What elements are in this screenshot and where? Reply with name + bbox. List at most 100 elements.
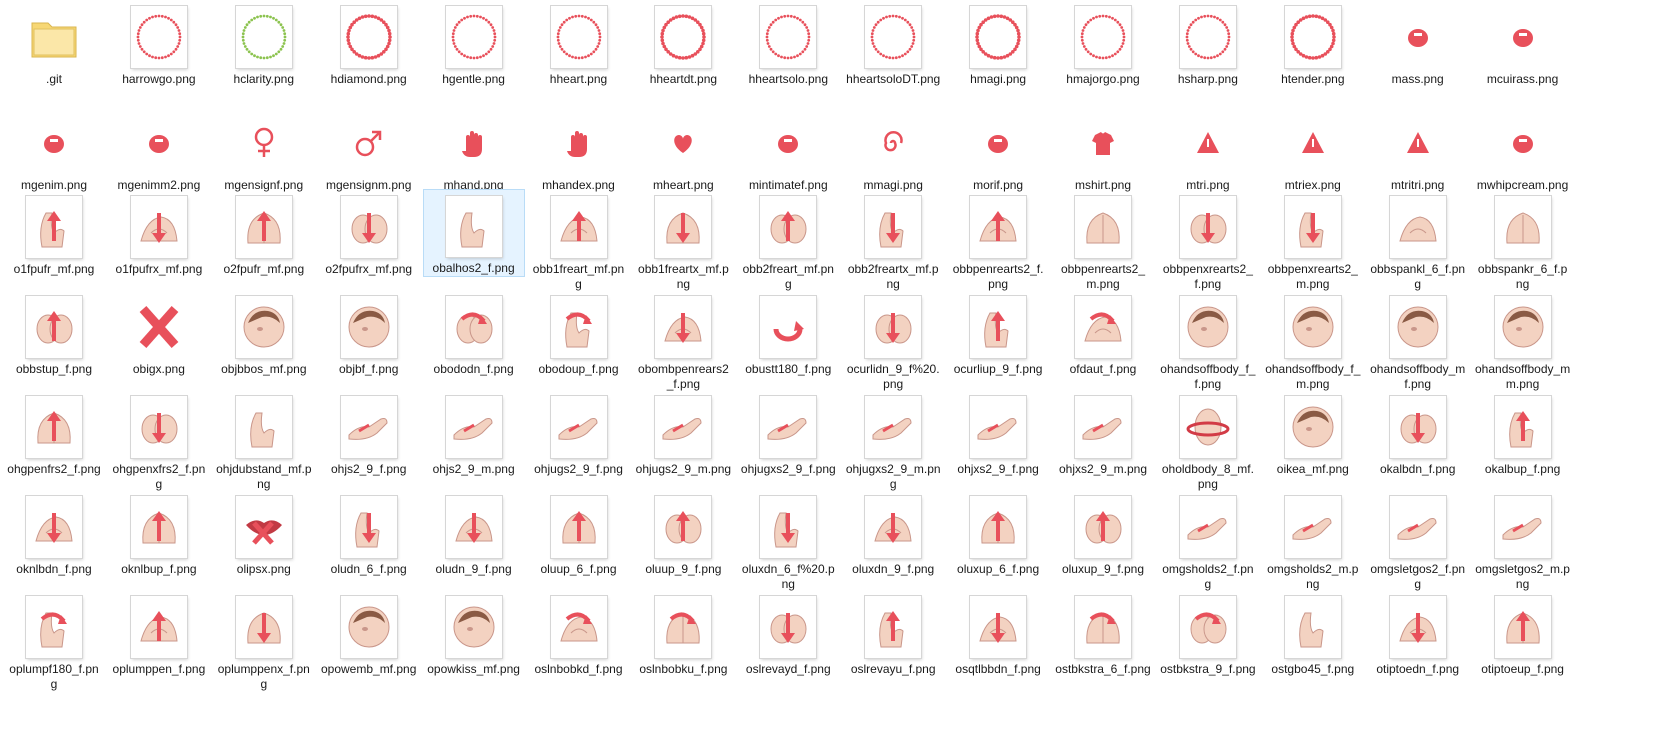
file-item-ohgpenxfrs2-f-png[interactable]: ohgpenxfrs2_f.png (109, 390, 209, 492)
file-item-ohjugxs2-9-f-png[interactable]: ohjugxs2_9_f.png (738, 390, 838, 477)
file-item-mtriex-png[interactable]: mtriex.png (1263, 106, 1363, 193)
file-item-mhand-png[interactable]: mhand.png (424, 106, 524, 193)
file-item-morif-png[interactable]: morif.png (948, 106, 1048, 193)
file-item-hgentle-png[interactable]: hgentle.png (424, 0, 524, 87)
file-item-omgsletgos2-m-png[interactable]: omgsletgos2_m.png (1473, 490, 1573, 592)
file-item-mwhipcream-png[interactable]: mwhipcream.png (1473, 106, 1573, 193)
file-item-ostbkstra-9-f-png[interactable]: ostbkstra_9_f.png (1158, 590, 1258, 677)
file-item-obbpenrearts2-m-png[interactable]: obbpenrearts2_m.png (1053, 190, 1153, 292)
file-item-ocurlidn-9-f-20-png[interactable]: ocurlidn_9_f%20.png (843, 290, 943, 392)
file-item-omgsholds2-f-png[interactable]: omgsholds2_f.png (1158, 490, 1258, 592)
file-item-ohandsoffbody-mm-png[interactable]: ohandsoffbody_mm.png (1473, 290, 1573, 392)
file-item-oslrevayu-f-png[interactable]: oslrevayu_f.png (843, 590, 943, 677)
file-item-obododn-f-png[interactable]: obododn_f.png (424, 290, 524, 377)
file-item-obbpenrearts2-f-png[interactable]: obbpenrearts2_f.png (948, 190, 1048, 292)
file-item-oslnbobku-f-png[interactable]: oslnbobku_f.png (633, 590, 733, 677)
file-item-obb2freart-mf-png[interactable]: obb2freart_mf.png (738, 190, 838, 292)
file-item-harrowgo-png[interactable]: harrowgo.png (109, 0, 209, 87)
file-item-ohandsoffbody-mf-png[interactable]: ohandsoffbody_mf.png (1368, 290, 1468, 392)
file-item-mass-png[interactable]: mass.png (1368, 0, 1468, 87)
file-item-ohgpenfrs2-f-png[interactable]: ohgpenfrs2_f.png (4, 390, 104, 477)
file-item-obigx-png[interactable]: obigx.png (109, 290, 209, 377)
file-item-hclarity-png[interactable]: hclarity.png (214, 0, 314, 87)
file-item-mtri-png[interactable]: mtri.png (1158, 106, 1258, 193)
file-item-mcuirass-png[interactable]: mcuirass.png (1473, 0, 1573, 87)
file-item-okalbup-f-png[interactable]: okalbup_f.png (1473, 390, 1573, 477)
file-item-obbspankl-6-f-png[interactable]: obbspankl_6_f.png (1368, 190, 1468, 292)
file-item-obalhos2-f-png[interactable]: obalhos2_f.png (422, 189, 525, 277)
file-item-omgsholds2-m-png[interactable]: omgsholds2_m.png (1263, 490, 1363, 592)
file-item-otiptoeup-f-png[interactable]: otiptoeup_f.png (1473, 590, 1573, 677)
file-item-obb1freartx-mf-png[interactable]: obb1freartx_mf.png (633, 190, 733, 292)
file-item-oluxup-6-f-png[interactable]: oluxup_6_f.png (948, 490, 1048, 577)
file-item-ohjugs2-9-m-png[interactable]: ohjugs2_9_m.png (633, 390, 733, 477)
file-item-obbpenxrearts2-f-png[interactable]: obbpenxrearts2_f.png (1158, 190, 1258, 292)
file-item-otiptoedn-f-png[interactable]: otiptoedn_f.png (1368, 590, 1468, 677)
file-item-obbstup-f-png[interactable]: obbstup_f.png (4, 290, 104, 377)
file-item-obb1freart-mf-png[interactable]: obb1freart_mf.png (529, 190, 629, 292)
file-item-ohandsoffbody-f-f-png[interactable]: ohandsoffbody_f_f.png (1158, 290, 1258, 392)
file-item-ofdaut-f-png[interactable]: ofdaut_f.png (1053, 290, 1153, 377)
file-item-git[interactable]: .git (4, 0, 104, 87)
file-item-oplumpf180-f-png[interactable]: oplumpf180_f.png (4, 590, 104, 692)
file-item-o2fpufrx-mf-png[interactable]: o2fpufrx_mf.png (319, 190, 419, 277)
file-item-hmajorgo-png[interactable]: hmajorgo.png (1053, 0, 1153, 87)
file-item-ohjdubstand-mf-png[interactable]: ohjdubstand_mf.png (214, 390, 314, 492)
file-item-hsharp-png[interactable]: hsharp.png (1158, 0, 1258, 87)
file-item-olipsx-png[interactable]: olipsx.png (214, 490, 314, 577)
file-item-mheart-png[interactable]: mheart.png (633, 106, 733, 193)
file-item-osqtlbbdn-f-png[interactable]: osqtlbbdn_f.png (948, 590, 1048, 677)
file-item-ocurliup-9-f-png[interactable]: ocurliup_9_f.png (948, 290, 1048, 377)
file-item-mhandex-png[interactable]: mhandex.png (529, 106, 629, 193)
file-item-mmagi-png[interactable]: mmagi.png (843, 106, 943, 193)
file-item-oludn-9-f-png[interactable]: oludn_9_f.png (424, 490, 524, 577)
file-item-obbspankr-6-f-png[interactable]: obbspankr_6_f.png (1473, 190, 1573, 292)
file-item-obb2freartx-mf-png[interactable]: obb2freartx_mf.png (843, 190, 943, 292)
file-item-okalbdn-f-png[interactable]: okalbdn_f.png (1368, 390, 1468, 477)
file-item-mgenimm2-png[interactable]: mgenimm2.png (109, 106, 209, 193)
file-item-o1fpufr-mf-png[interactable]: o1fpufr_mf.png (4, 190, 104, 277)
file-item-opowkiss-mf-png[interactable]: opowkiss_mf.png (424, 590, 524, 677)
file-item-oluxup-9-f-png[interactable]: oluxup_9_f.png (1053, 490, 1153, 577)
file-item-obustt180-f-png[interactable]: obustt180_f.png (738, 290, 838, 377)
file-item-oluup-9-f-png[interactable]: oluup_9_f.png (633, 490, 733, 577)
file-item-oikea-mf-png[interactable]: oikea_mf.png (1263, 390, 1363, 477)
file-item-hmagi-png[interactable]: hmagi.png (948, 0, 1048, 87)
file-item-oslnbobkd-f-png[interactable]: oslnbobkd_f.png (529, 590, 629, 677)
file-item-obodoup-f-png[interactable]: obodoup_f.png (529, 290, 629, 377)
file-item-omgsletgos2-f-png[interactable]: omgsletgos2_f.png (1368, 490, 1468, 592)
file-item-oknlbup-f-png[interactable]: oknlbup_f.png (109, 490, 209, 577)
file-item-ohandsoffbody-f-m-png[interactable]: ohandsoffbody_f_m.png (1263, 290, 1363, 392)
file-item-ohjugs2-9-f-png[interactable]: ohjugs2_9_f.png (529, 390, 629, 477)
file-item-mshirt-png[interactable]: mshirt.png (1053, 106, 1153, 193)
file-item-hdiamond-png[interactable]: hdiamond.png (319, 0, 419, 87)
file-item-ohjxs2-9-f-png[interactable]: ohjxs2_9_f.png (948, 390, 1048, 477)
file-item-oplumppenx-f-png[interactable]: oplumppenx_f.png (214, 590, 314, 692)
file-item-mgensignf-png[interactable]: mgensignf.png (214, 106, 314, 193)
file-item-ohjs2-9-m-png[interactable]: ohjs2_9_m.png (424, 390, 524, 477)
file-item-ostgbo45-f-png[interactable]: ostgbo45_f.png (1263, 590, 1363, 677)
file-item-o1fpufrx-mf-png[interactable]: o1fpufrx_mf.png (109, 190, 209, 277)
file-item-objbf-f-png[interactable]: objbf_f.png (319, 290, 419, 377)
file-item-mgenim-png[interactable]: mgenim.png (4, 106, 104, 193)
file-item-hheartsolodt-png[interactable]: hheartsoloDT.png (843, 0, 943, 87)
file-item-obombpenrears2-f-png[interactable]: obombpenrears2_f.png (633, 290, 733, 392)
file-item-oslrevayd-f-png[interactable]: oslrevayd_f.png (738, 590, 838, 677)
file-item-hheartsolo-png[interactable]: hheartsolo.png (738, 0, 838, 87)
file-item-oknlbdn-f-png[interactable]: oknlbdn_f.png (4, 490, 104, 577)
file-item-mgensignm-png[interactable]: mgensignm.png (319, 106, 419, 193)
file-item-objbbos-mf-png[interactable]: objbbos_mf.png (214, 290, 314, 377)
file-item-obbpenxrearts2-m-png[interactable]: obbpenxrearts2_m.png (1263, 190, 1363, 292)
file-item-ohjugxs2-9-m-png[interactable]: ohjugxs2_9_m.png (843, 390, 943, 492)
file-item-mintimatef-png[interactable]: mintimatef.png (738, 106, 838, 193)
file-item-hheart-png[interactable]: hheart.png (529, 0, 629, 87)
file-item-htender-png[interactable]: htender.png (1263, 0, 1363, 87)
file-item-ohjs2-9-f-png[interactable]: ohjs2_9_f.png (319, 390, 419, 477)
file-item-ostbkstra-6-f-png[interactable]: ostbkstra_6_f.png (1053, 590, 1153, 677)
file-item-ohjxs2-9-m-png[interactable]: ohjxs2_9_m.png (1053, 390, 1153, 477)
file-item-mtritri-png[interactable]: mtritri.png (1368, 106, 1468, 193)
file-item-oluxdn-6-f-20-png[interactable]: oluxdn_6_f%20.png (738, 490, 838, 592)
file-item-opowemb-mf-png[interactable]: opowemb_mf.png (319, 590, 419, 677)
file-item-o2fpufr-mf-png[interactable]: o2fpufr_mf.png (214, 190, 314, 277)
file-item-oplumppen-f-png[interactable]: oplumppen_f.png (109, 590, 209, 677)
